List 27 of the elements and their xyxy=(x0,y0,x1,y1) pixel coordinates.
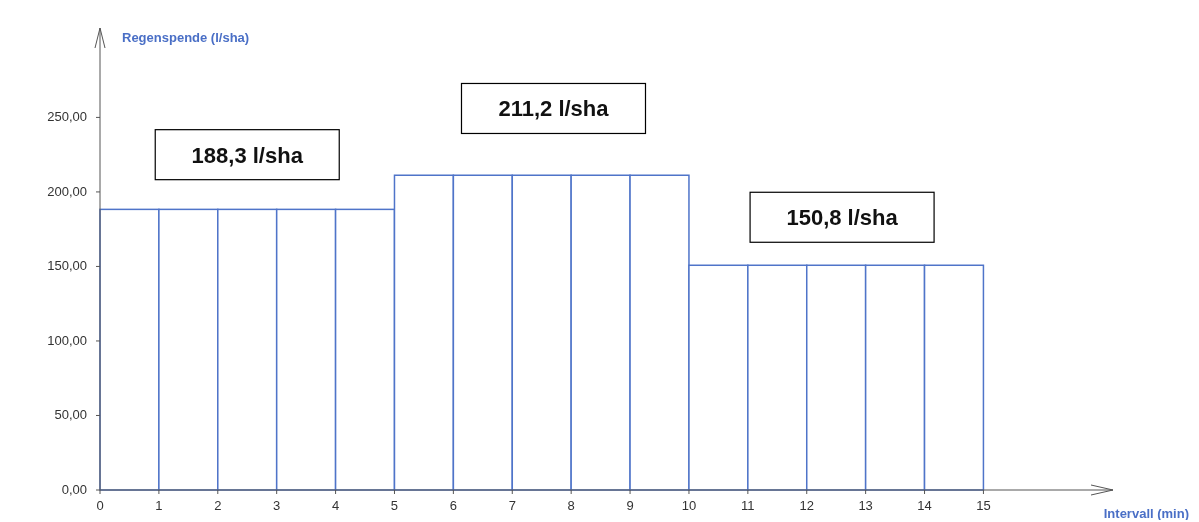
x-tick-label: 12 xyxy=(799,498,814,513)
x-axis-title: Intervall (min) xyxy=(1103,506,1189,521)
y-axis-title: Regenspende (l/sha) xyxy=(122,30,250,45)
annotation: 188,3 l/sha xyxy=(191,142,304,168)
x-tick-label: 9 xyxy=(626,498,634,513)
x-tick-label: 4 xyxy=(331,498,340,513)
x-tick-label: 11 xyxy=(741,498,755,513)
y-tick-label: 200,00 xyxy=(47,183,87,199)
y-tick-label: 50,00 xyxy=(54,407,87,423)
annotation: 150,8 l/sha xyxy=(786,205,899,231)
x-tick-label: 3 xyxy=(273,498,281,513)
x-tick-label: 15 xyxy=(976,498,991,513)
y-tick-label: 250,00 xyxy=(47,109,87,125)
x-tick-label: 1 xyxy=(155,498,163,513)
x-tick-label: 6 xyxy=(449,498,457,513)
x-tick-label: 5 xyxy=(390,498,399,513)
y-tick-label: 100,00 xyxy=(47,332,87,348)
annotation: 211,2 l/sha xyxy=(498,96,610,122)
x-tick-label: 0 xyxy=(96,498,104,513)
x-tick-label: 7 xyxy=(508,498,516,513)
x-tick-label: 2 xyxy=(214,498,222,513)
x-tick-label: 14 xyxy=(917,498,932,513)
y-tick-label: 0,00 xyxy=(61,482,87,497)
x-tick-label: 10 xyxy=(681,498,697,513)
x-tick-label: 8 xyxy=(567,498,575,513)
x-tick-label: 13 xyxy=(858,498,873,513)
y-tick-label: 150,00 xyxy=(47,258,87,274)
